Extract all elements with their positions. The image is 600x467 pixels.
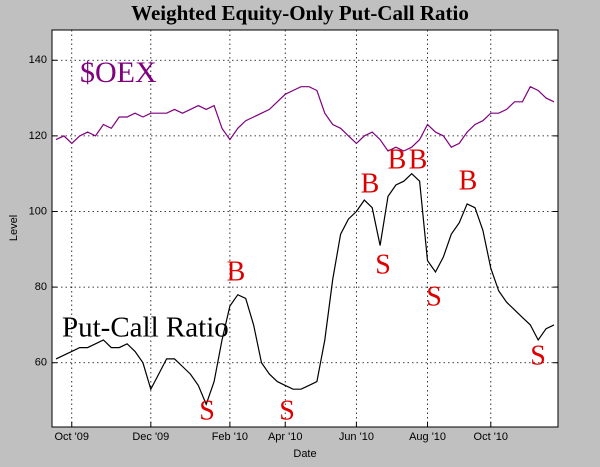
x-tick-label: Oct '09 (55, 431, 90, 443)
chart-title: Weighted Equity-Only Put-Call Ratio (131, 1, 469, 25)
y-axis-label: Level (8, 215, 20, 241)
y-tick-label: 60 (35, 357, 47, 369)
annotation: B (361, 168, 380, 199)
series-label: Put-Call Ratio (62, 312, 229, 344)
series-line (55, 85, 555, 152)
x-tick-label: Oct '10 (474, 431, 509, 443)
y-tick-label: 120 (29, 130, 47, 142)
annotation: B (459, 165, 478, 196)
x-tick-label: Dec '09 (132, 431, 169, 443)
annotation: S (279, 395, 295, 426)
x-axis-label: Date (293, 448, 316, 460)
x-tick-label: Apr '10 (268, 431, 303, 443)
annotation: B (227, 256, 246, 287)
y-tick-label: 80 (35, 281, 47, 293)
plot-area (51, 29, 559, 428)
x-tick-label: Jun '10 (339, 431, 374, 443)
x-tick-label: Feb '10 (212, 431, 248, 443)
annotation: S (199, 395, 215, 426)
x-tick-label: Aug '10 (409, 431, 446, 443)
annotation: S (426, 281, 442, 312)
series-line (55, 172, 555, 406)
annotation: B (388, 144, 407, 175)
annotation: S (375, 249, 391, 280)
y-tick-label: 100 (29, 205, 47, 217)
annotation: B (409, 144, 428, 175)
y-tick-label: 140 (29, 54, 47, 66)
series-label: $OEX (80, 56, 157, 89)
annotation: S (530, 340, 546, 371)
